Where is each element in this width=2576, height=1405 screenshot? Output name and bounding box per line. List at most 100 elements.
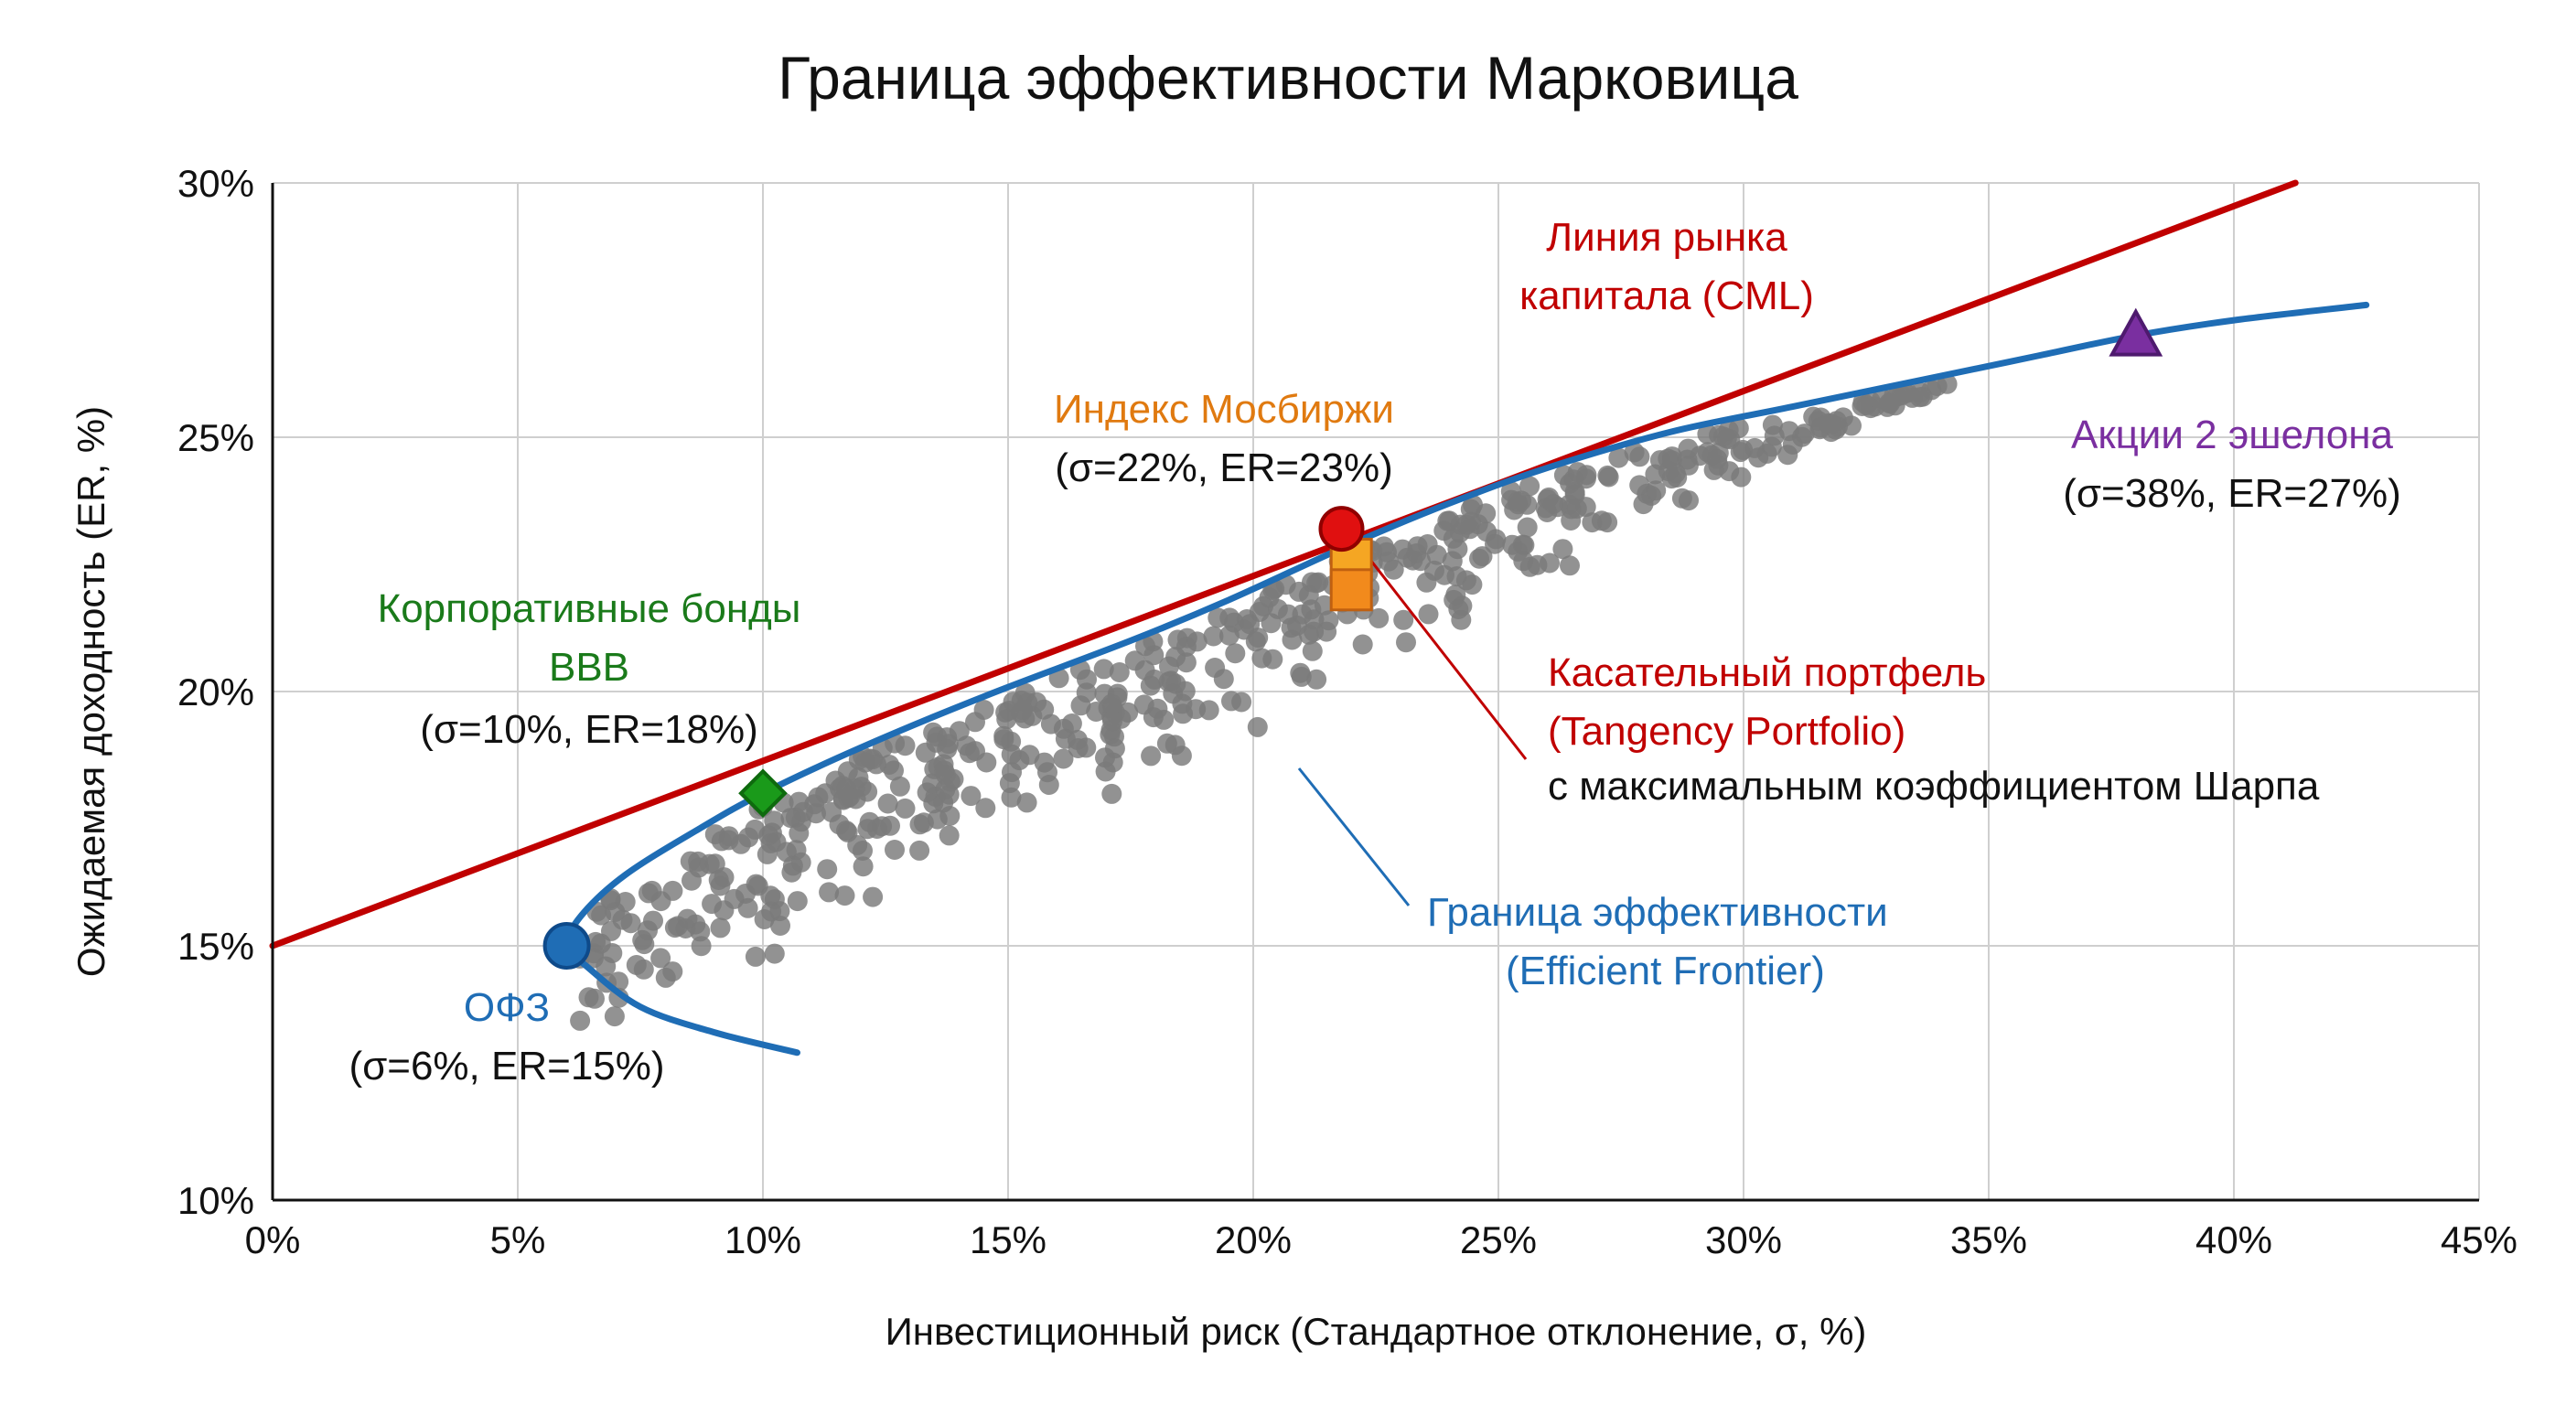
ofz-label: ОФЗ (464, 985, 550, 1030)
portfolio-dot (738, 827, 759, 848)
portfolio-dot (965, 712, 985, 733)
portfolio-dot (633, 959, 654, 980)
portfolio-dot (570, 1010, 591, 1031)
portfolio-dot (815, 783, 836, 804)
portfolio-dot (761, 822, 782, 843)
index-label: Индекс Мосбиржи (1054, 387, 1394, 432)
bonds-label-line1: Корпоративные бонды (378, 586, 801, 631)
portfolio-dot (863, 886, 884, 907)
portfolio-dot (1034, 699, 1055, 720)
portfolio-dot (1396, 632, 1416, 653)
index-square-marker (1329, 568, 1373, 612)
portfolio-dot (1891, 385, 1912, 406)
portfolio-dot (1393, 609, 1414, 630)
x-tick-label: 5% (490, 1218, 546, 1261)
portfolio-dot (915, 742, 936, 763)
portfolio-dot (1290, 662, 1311, 683)
highlighted-portfolios (542, 307, 2163, 970)
portfolio-dot (1143, 707, 1164, 728)
ofz-stats: (σ=6%, ER=15%) (349, 1044, 664, 1089)
portfolio-dot (975, 798, 996, 819)
portfolio-dot (939, 825, 960, 846)
portfolio-dot (976, 752, 997, 773)
x-tick-labels: 0% 5% 10% 15% 20% 25% 30% 35% 40% 45% (245, 1218, 2517, 1261)
portfolio-dot (596, 956, 617, 977)
portfolio-dot (690, 921, 711, 942)
y-tick-label: 25% (177, 416, 254, 459)
portfolio-dot (1165, 735, 1186, 756)
portfolio-dot (999, 773, 1020, 794)
portfolio-dot (1803, 406, 1824, 427)
portfolio-dot (704, 824, 725, 845)
x-axis-label: Инвестиционный риск (Стандартное отклоне… (886, 1310, 1867, 1353)
y-axis-label: Ожидаемая доходность (ER, %) (70, 406, 113, 977)
portfolio-dot (620, 913, 641, 934)
portfolio-dot (1053, 748, 1074, 769)
portfolio-dot (1302, 640, 1323, 661)
portfolio-dot (761, 901, 782, 922)
portfolio-dot (1708, 455, 1729, 476)
portfolio-dot (1093, 659, 1114, 680)
portfolio-dot (1086, 702, 1107, 722)
portfolio-dot (1101, 693, 1122, 714)
portfolio-dot (848, 767, 869, 788)
bonds-stats: (σ=10%, ER=18%) (420, 707, 758, 752)
portfolio-dot (1001, 744, 1022, 765)
x-tick-label: 45% (2441, 1218, 2517, 1261)
stocks-label: Акции 2 эшелона (2071, 413, 2394, 457)
x-tick-label: 30% (1705, 1218, 1782, 1261)
portfolio-dot (1576, 465, 1597, 486)
portfolio-dot (1055, 728, 1076, 749)
x-tick-label: 10% (724, 1218, 801, 1261)
portfolio-dot (764, 943, 785, 964)
portfolio-dot (789, 822, 810, 843)
portfolio-dot (1225, 643, 1246, 664)
portfolio-dot (604, 1006, 625, 1027)
portfolio-dot (1597, 512, 1618, 533)
portfolio-dot (1637, 483, 1658, 504)
portfolio-dot (1101, 783, 1122, 804)
portfolio-dot (879, 755, 900, 775)
portfolio-dot (909, 840, 930, 861)
portfolio-dot (1909, 387, 1930, 408)
portfolio-dot (1417, 534, 1438, 554)
portfolio-dot (1418, 604, 1439, 625)
portfolio-dot (1287, 615, 1307, 636)
portfolio-dot (1777, 445, 1798, 466)
portfolio-dot (710, 917, 731, 938)
bonds-label-line2: BBB (549, 645, 629, 690)
portfolio-dot (1234, 619, 1254, 640)
portfolio-dot (1608, 447, 1629, 468)
stocks-triangle-marker (2109, 307, 2163, 357)
y-tick-label: 15% (177, 925, 254, 968)
x-tick-label: 15% (970, 1218, 1046, 1261)
portfolio-dot (1076, 682, 1097, 703)
stocks-stats: (σ=38%, ER=27%) (2063, 471, 2401, 516)
portfolio-dot (634, 934, 655, 955)
portfolio-dot (1463, 494, 1483, 515)
portfolio-cloud (568, 373, 1958, 1031)
x-tick-label: 0% (245, 1218, 301, 1261)
portfolio-dot (1512, 534, 1533, 555)
portfolio-dot (737, 897, 758, 918)
portfolio-dot (1231, 692, 1252, 713)
portfolio-dot (1658, 448, 1679, 469)
portfolio-dot (832, 776, 853, 797)
portfolio-dot (601, 920, 621, 941)
portfolio-dot (819, 882, 840, 903)
portfolio-dot (1517, 517, 1538, 538)
portfolio-dot (691, 936, 712, 957)
portfolio-dot (1500, 481, 1521, 502)
x-tick-label: 20% (1215, 1218, 1292, 1261)
capital-market-line (269, 179, 2299, 949)
portfolio-dot (928, 756, 949, 778)
portfolio-dot (662, 961, 683, 982)
portfolio-dot (885, 840, 905, 860)
portfolio-dot (1247, 716, 1268, 737)
portfolio-dot (1841, 415, 1862, 436)
portfolio-dot (1124, 650, 1145, 671)
portfolio-dot (781, 862, 802, 883)
y-tick-label: 30% (177, 162, 254, 205)
portfolio-dot (1519, 476, 1540, 497)
x-tick-label: 25% (1460, 1218, 1537, 1261)
